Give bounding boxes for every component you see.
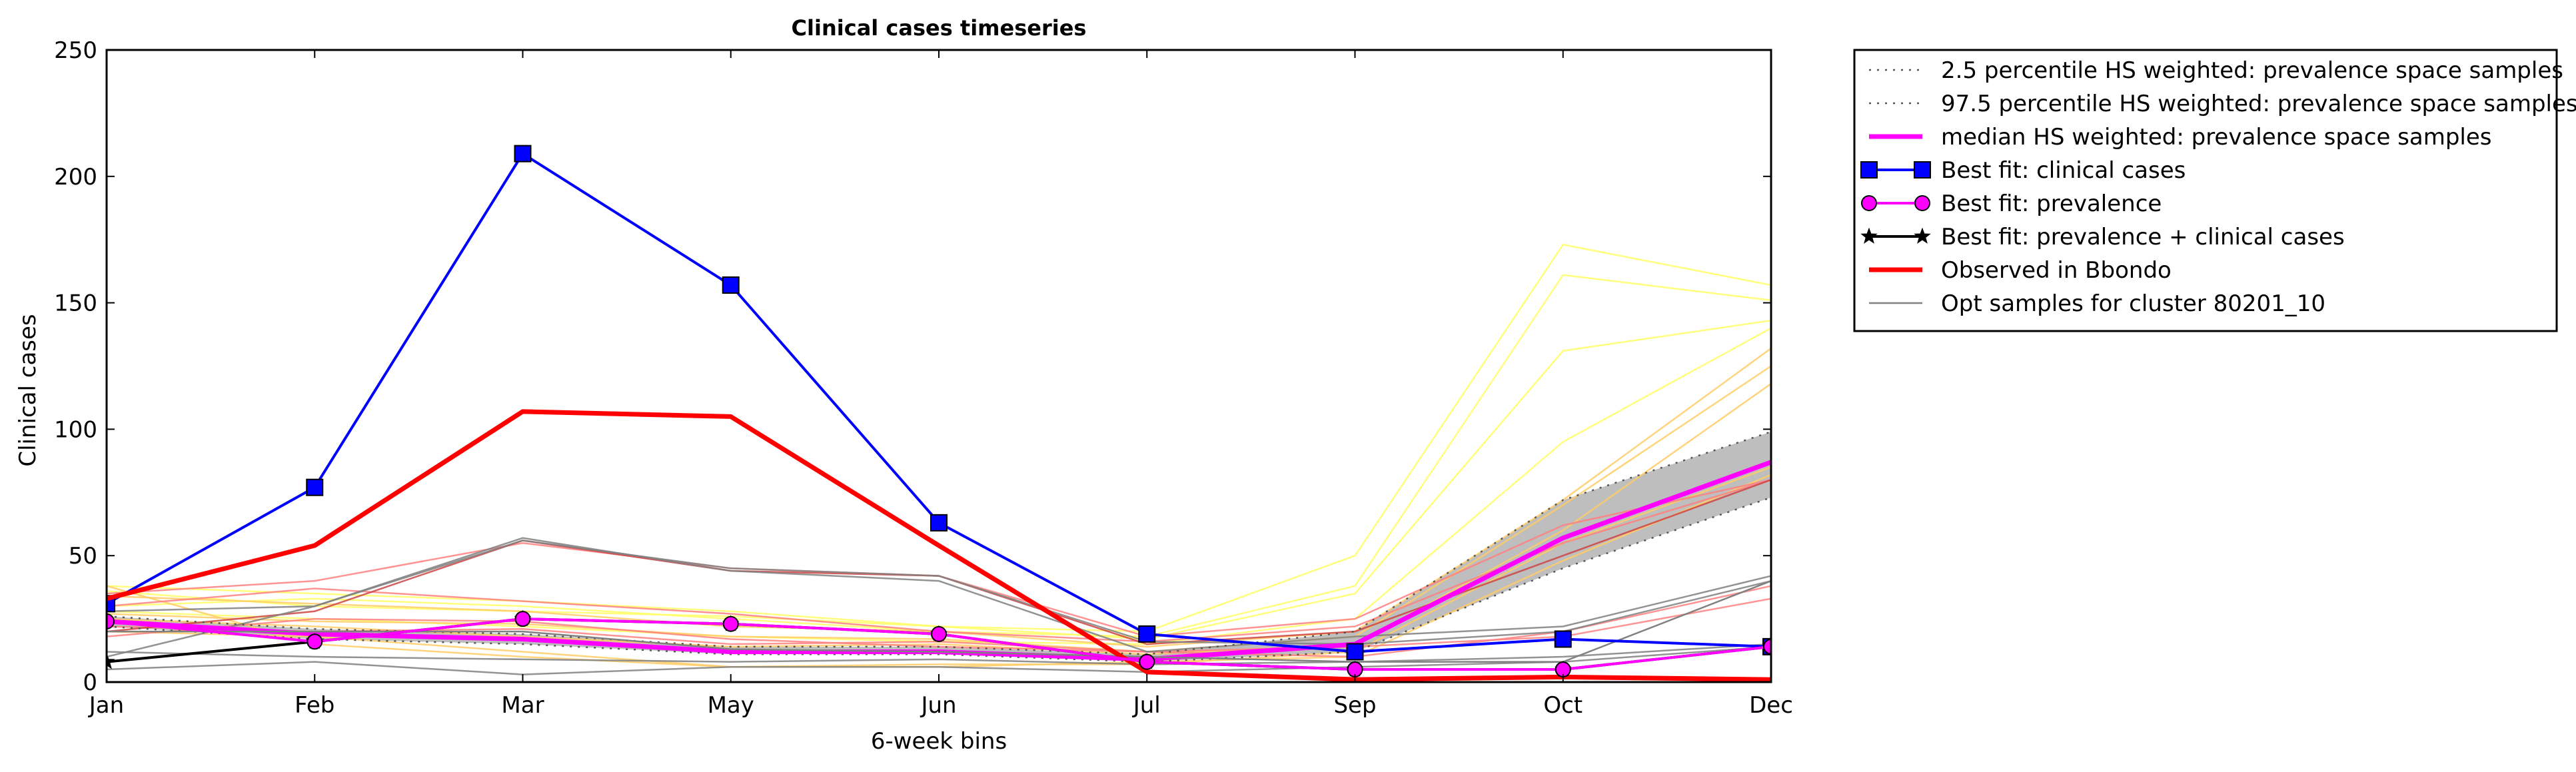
legend-marker-b-4 bbox=[1914, 195, 1930, 211]
y-tick-label-2: 100 bbox=[54, 416, 97, 443]
legend-item-4: Best fit: prevalence bbox=[1861, 191, 2162, 217]
legend-box bbox=[1853, 49, 2558, 332]
y-tick-label-0: 0 bbox=[83, 669, 97, 696]
series-3-point-3 bbox=[722, 276, 740, 294]
legend-marker-b-5 bbox=[1914, 227, 1931, 244]
legend-label-2: median HS weighted: prevalence space sam… bbox=[1941, 124, 2492, 151]
plot-frame bbox=[105, 49, 1772, 683]
y-tick-label-1: 50 bbox=[69, 543, 97, 570]
legend-label-6: Observed in Bbondo bbox=[1941, 257, 2172, 284]
legend-marker-b-3 bbox=[1914, 161, 1931, 179]
x-tick-label-4: Jun bbox=[920, 692, 956, 719]
series-4-point-0 bbox=[107, 613, 115, 629]
legend-marker-a-3 bbox=[1860, 161, 1878, 179]
series-4-point-4 bbox=[931, 625, 947, 642]
y-axis-label: Clinical cases bbox=[15, 314, 41, 466]
legend-label-4: Best fit: prevalence bbox=[1941, 191, 2162, 217]
sample-line-5 bbox=[107, 365, 1771, 653]
x-tick-label-8: Dec bbox=[1749, 692, 1793, 719]
plot-area bbox=[105, 49, 1772, 683]
sample-line-16 bbox=[107, 645, 1771, 675]
series-3 bbox=[107, 145, 1771, 661]
legend-marker-a-4 bbox=[1861, 195, 1877, 211]
x-tick-label-0: Jan bbox=[88, 692, 124, 719]
legend-marker-a-5 bbox=[1860, 227, 1878, 244]
series-0 bbox=[107, 496, 1771, 663]
series-line-1 bbox=[107, 431, 1771, 655]
legend-label-5: Best fit: prevalence + clinical cases bbox=[1941, 224, 2345, 250]
legend-label-0: 2.5 percentile HS weighted: prevalence s… bbox=[1941, 57, 2563, 84]
series-5-point-0 bbox=[107, 653, 115, 669]
x-tick-label-7: Oct bbox=[1543, 692, 1583, 719]
series-3-point-1 bbox=[306, 478, 324, 496]
series-4-point-1 bbox=[307, 633, 323, 650]
x-axis-label: 6-week bins bbox=[871, 728, 1007, 755]
legend-item-6: Observed in Bbondo bbox=[1869, 257, 2172, 284]
x-tick-label-1: Feb bbox=[295, 692, 334, 719]
series-4 bbox=[107, 611, 1771, 678]
x-tick-label-6: Sep bbox=[1333, 692, 1376, 719]
series-4-point-8 bbox=[1763, 638, 1771, 655]
legend-item-7: Opt samples for cluster 80201_10 bbox=[1869, 290, 2325, 317]
y-tick-label-5: 250 bbox=[54, 37, 97, 64]
legend-item-5: Best fit: prevalence + clinical cases bbox=[1860, 224, 2345, 250]
series-4-point-3 bbox=[722, 615, 739, 632]
series-7 bbox=[107, 579, 1771, 663]
sample-line-6 bbox=[107, 383, 1771, 655]
x-axis: Jan Feb Mar May Jun Jul Sep Oct Dec bbox=[88, 50, 1793, 719]
legend-item-0: 2.5 percentile HS weighted: prevalence s… bbox=[1869, 57, 2563, 84]
legend-item-1: 97.5 percentile HS weighted: prevalence … bbox=[1869, 91, 2576, 117]
series-line-7 bbox=[107, 579, 1771, 663]
y-axis: 0 50 100 150 200 250 bbox=[54, 37, 1771, 696]
y-tick-label-4: 200 bbox=[54, 164, 97, 191]
series-3-point-5 bbox=[1138, 625, 1156, 643]
x-tick-label-3: May bbox=[708, 692, 754, 719]
series-6 bbox=[107, 409, 1771, 682]
sample-line-4 bbox=[107, 347, 1771, 648]
legend-item-3: Best fit: clinical cases bbox=[1860, 157, 2186, 184]
series-3-point-2 bbox=[514, 145, 532, 163]
plot-inner bbox=[107, 145, 1771, 682]
legend: 2.5 percentile HS weighted: prevalence s… bbox=[1853, 49, 2576, 332]
legend-label-3: Best fit: clinical cases bbox=[1941, 157, 2186, 184]
series-line-0 bbox=[107, 496, 1771, 663]
sample-line-15 bbox=[107, 540, 1771, 658]
sample-line-7 bbox=[107, 466, 1771, 668]
x-tick-label-5: Jul bbox=[1132, 692, 1161, 719]
legend-label-1: 97.5 percentile HS weighted: prevalence … bbox=[1941, 91, 2576, 117]
series-3-point-7 bbox=[1554, 630, 1572, 648]
sample-line-17 bbox=[107, 643, 1771, 665]
chart-title: Clinical cases timeseries bbox=[792, 15, 1087, 41]
series-3-point-4 bbox=[930, 514, 948, 532]
series-4-point-2 bbox=[514, 611, 531, 627]
series-1 bbox=[107, 431, 1771, 655]
legend-label-7: Opt samples for cluster 80201_10 bbox=[1941, 290, 2325, 317]
y-tick-label-3: 150 bbox=[54, 290, 97, 317]
series-4-point-5 bbox=[1139, 653, 1155, 670]
legend-item-2: median HS weighted: prevalence space sam… bbox=[1869, 124, 2492, 151]
series-line-6 bbox=[107, 409, 1771, 682]
series-3-point-6 bbox=[1346, 643, 1364, 661]
x-tick-label-2: Mar bbox=[501, 692, 544, 719]
